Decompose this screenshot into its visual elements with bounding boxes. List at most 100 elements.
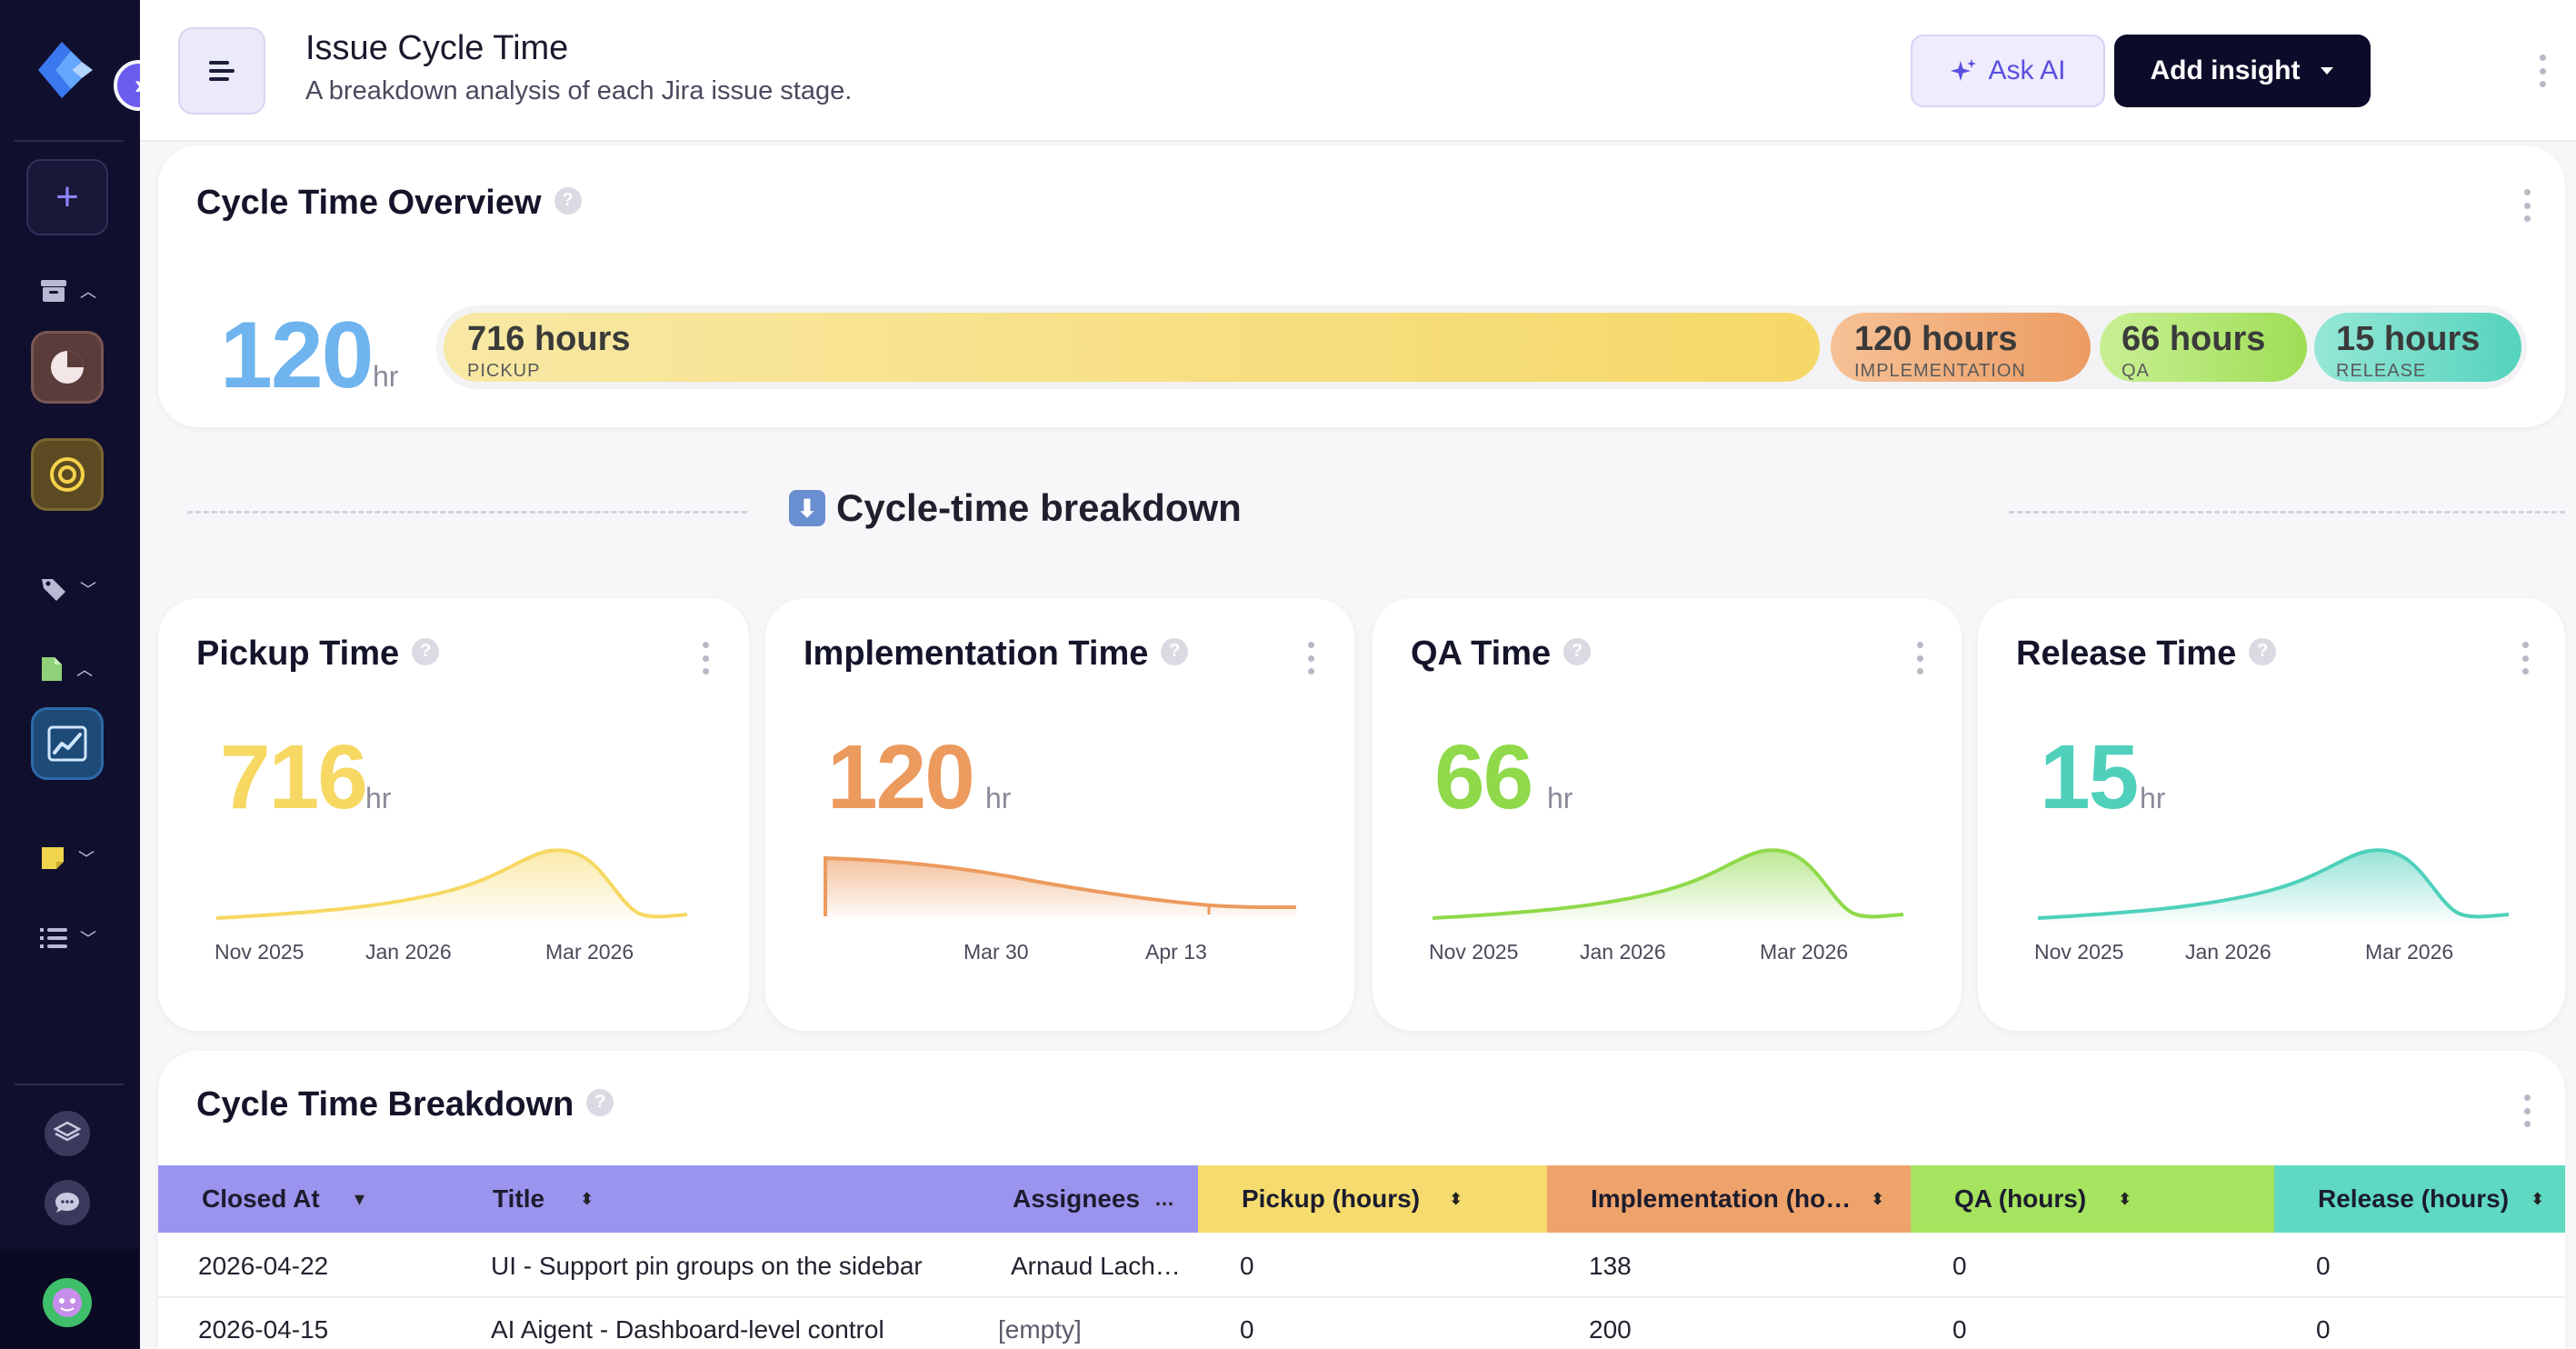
column-header-implementation[interactable]: Implementation (ho… ⬍: [1591, 1165, 1884, 1233]
card-more-icon[interactable]: [1307, 642, 1314, 674]
sidebar-group-notes[interactable]: ﹀: [40, 840, 105, 876]
help-icon[interactable]: ?: [1161, 637, 1189, 665]
column-header-closed-at[interactable]: Closed At ▾: [202, 1165, 364, 1233]
cell-title: UI - Support pin groups on the sidebar: [491, 1252, 923, 1280]
table-title: Cycle Time Breakdown?: [196, 1085, 614, 1124]
table-row[interactable]: 2026-04-22 UI - Support pin groups on th…: [158, 1234, 2565, 1298]
table-row[interactable]: 2026-04-15 AI Aigent - Dashboard-level c…: [158, 1298, 2565, 1349]
cell-pickup: 0: [1240, 1315, 1254, 1344]
x-tick: Apr 13: [1145, 940, 1207, 964]
x-tick: Jan 2026: [2185, 940, 2271, 964]
add-insight-button[interactable]: Add insight: [2114, 35, 2371, 107]
sidebar-app-pie[interactable]: [31, 331, 104, 404]
sidebar-divider: [15, 1084, 124, 1085]
card-unit: hr: [2140, 782, 2166, 814]
overview-segment-release[interactable]: 15 hours RELEASE: [2314, 313, 2521, 382]
segment-label: PICKUP: [467, 361, 541, 381]
sidebar-group-tags[interactable]: ﹀: [40, 571, 105, 607]
sidebar-expand-button[interactable]: ›: [114, 60, 165, 111]
sidebar-divider: [15, 140, 124, 142]
layers-button[interactable]: [45, 1111, 90, 1156]
overview-title: Cycle Time Overview?: [196, 184, 582, 223]
header-band: [1198, 1165, 1547, 1233]
app-logo[interactable]: [31, 40, 102, 100]
help-icon[interactable]: ?: [586, 1088, 614, 1116]
card-value: 15: [2040, 726, 2139, 828]
x-tick: Jan 2026: [1580, 940, 1666, 964]
chat-icon: [55, 1193, 79, 1213]
overview-segment-qa[interactable]: 66 hours QA: [2100, 313, 2307, 382]
sidebar-app-insights[interactable]: [31, 707, 104, 780]
chevron-down-icon: ﹀: [80, 581, 96, 599]
header-band: [1911, 1165, 2274, 1233]
x-tick: Mar 30: [964, 940, 1029, 964]
cell-implementation: 200: [1589, 1315, 1632, 1344]
column-header-pickup[interactable]: Pickup (hours) ⬍: [1242, 1165, 1463, 1233]
overview-more-icon[interactable]: [2523, 189, 2531, 222]
cell-assignees: [empty]: [998, 1315, 1082, 1344]
ask-ai-button[interactable]: Ask AI: [1911, 35, 2105, 107]
card-more-icon[interactable]: [1916, 642, 1923, 674]
user-avatar[interactable]: [43, 1278, 92, 1327]
overview-segment-pickup[interactable]: 716 hours PICKUP: [444, 313, 1820, 382]
column-label: Implementation (ho…: [1591, 1184, 1852, 1213]
column-header-title[interactable]: Title ⬍: [493, 1165, 594, 1233]
overview-segment-implementation[interactable]: 120 hours IMPLEMENTATION: [1831, 313, 2091, 382]
chat-button[interactable]: [45, 1180, 90, 1225]
sort-icon: ⬍: [580, 1189, 594, 1208]
create-new-button[interactable]: +: [26, 159, 108, 235]
header-band: [2274, 1165, 2565, 1233]
table-more-icon[interactable]: [2523, 1094, 2531, 1127]
sparkle-icon: [1951, 59, 1977, 81]
help-icon[interactable]: ?: [1563, 637, 1592, 665]
arrow-down-icon: ⬇: [789, 490, 825, 526]
card-unit: hr: [365, 782, 392, 814]
sidebar-app-target[interactable]: [31, 438, 104, 511]
column-header-release[interactable]: Release (hours) ⬍: [2318, 1165, 2544, 1233]
qa-sparkline: [1432, 848, 1904, 922]
sidebar-group-archive[interactable]: ︿: [40, 273, 105, 309]
release-time-card: Release Time? 15 hr Nov 2025 Jan 2026 Ma…: [1978, 598, 2565, 1031]
column-label: Title: [493, 1184, 545, 1213]
card-more-icon[interactable]: [2521, 642, 2529, 674]
line-chart-icon: [47, 725, 87, 762]
sidebar-group-lists[interactable]: ﹀: [40, 920, 105, 956]
column-label: Closed At: [202, 1184, 320, 1213]
cell-closed-at: 2026-04-15: [198, 1315, 329, 1344]
implementation-time-card: Implementation Time? 120 hr Mar 30 Apr 1…: [765, 598, 1354, 1031]
menu-icon: [209, 61, 235, 81]
avatar-icon: [53, 1288, 82, 1317]
card-unit: hr: [1547, 782, 1573, 814]
chevron-down-icon: ﹀: [78, 850, 95, 868]
implementation-sparkline: [824, 855, 1296, 918]
card-title-text: Release Time: [2016, 635, 2237, 673]
sidebar-group-documents[interactable]: ︿: [40, 651, 105, 687]
column-header-qa[interactable]: QA (hours) ⬍: [1954, 1165, 2132, 1233]
card-title-text: Implementation Time: [804, 635, 1149, 673]
sort-icon: ⬍: [2531, 1189, 2545, 1208]
cell-qa: 0: [1952, 1252, 1967, 1280]
caret-down-icon: [2321, 67, 2334, 75]
x-tick: Nov 2025: [2034, 940, 2124, 964]
help-icon[interactable]: ?: [554, 186, 582, 215]
cell-title: AI Aigent - Dashboard-level control: [491, 1315, 884, 1344]
column-header-assignees[interactable]: Assignees …: [1013, 1165, 1174, 1233]
sort-desc-icon: ▾: [354, 1187, 365, 1210]
tag-icon: [42, 579, 65, 601]
x-tick: Mar 2026: [545, 940, 634, 964]
card-more-icon[interactable]: [702, 642, 709, 674]
x-tick: Nov 2025: [215, 940, 305, 964]
segment-hours: 120 hours: [1854, 320, 2018, 358]
help-icon[interactable]: ?: [412, 637, 440, 665]
segment-label: RELEASE: [2336, 361, 2427, 381]
overview-total-value: 120: [220, 303, 374, 408]
segment-label: IMPLEMENTATION: [1854, 361, 2026, 381]
page-subtitle: A breakdown analysis of each Jira issue …: [305, 76, 853, 105]
header-more-icon[interactable]: [2539, 55, 2546, 87]
menu-button[interactable]: [178, 27, 265, 115]
more-icon: …: [1154, 1187, 1174, 1210]
help-icon[interactable]: ?: [2249, 637, 2277, 665]
chevron-right-icon: ›: [135, 70, 144, 100]
chevron-up-icon: ︿: [76, 661, 93, 679]
